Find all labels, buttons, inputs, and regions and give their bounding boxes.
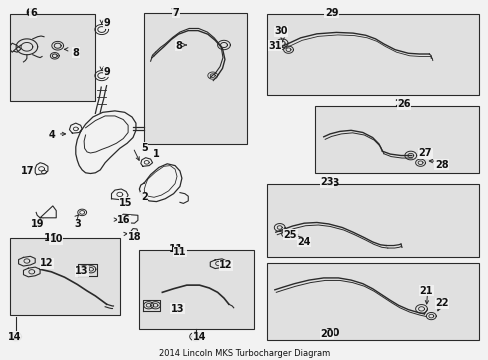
Text: 2: 2 bbox=[141, 192, 147, 202]
Text: 10: 10 bbox=[49, 234, 63, 244]
Text: 27: 27 bbox=[418, 148, 431, 158]
Text: 11: 11 bbox=[173, 247, 186, 257]
Text: 24: 24 bbox=[297, 237, 310, 247]
Text: 6: 6 bbox=[26, 8, 33, 18]
Text: 31: 31 bbox=[268, 41, 282, 51]
Text: 7: 7 bbox=[172, 8, 179, 18]
Bar bbox=[139, 250, 254, 329]
Text: 29: 29 bbox=[324, 8, 338, 18]
Text: 13: 13 bbox=[170, 303, 184, 314]
Text: 5: 5 bbox=[141, 143, 147, 153]
Text: 8: 8 bbox=[72, 48, 79, 58]
Text: 15: 15 bbox=[119, 198, 133, 208]
Bar bbox=[10, 238, 120, 315]
Text: 11: 11 bbox=[168, 244, 183, 255]
Text: 22: 22 bbox=[434, 298, 448, 308]
Text: 14: 14 bbox=[8, 332, 21, 342]
Text: 4: 4 bbox=[49, 130, 56, 140]
Text: 20: 20 bbox=[319, 329, 333, 339]
Text: 12: 12 bbox=[219, 260, 232, 270]
Text: 21: 21 bbox=[419, 285, 432, 296]
Text: 20: 20 bbox=[325, 328, 339, 338]
Text: 14: 14 bbox=[192, 332, 206, 342]
Text: 13: 13 bbox=[75, 266, 89, 276]
Text: 30: 30 bbox=[274, 26, 287, 36]
Text: 28: 28 bbox=[434, 159, 447, 170]
Text: 17: 17 bbox=[20, 166, 34, 176]
Text: 26: 26 bbox=[393, 99, 407, 109]
Text: 23: 23 bbox=[319, 177, 333, 187]
Text: 6: 6 bbox=[30, 8, 37, 18]
Text: 25: 25 bbox=[283, 230, 297, 240]
Bar bbox=[266, 184, 478, 257]
Text: 1: 1 bbox=[152, 149, 159, 159]
Text: 23: 23 bbox=[325, 178, 339, 188]
Text: 19: 19 bbox=[31, 219, 45, 229]
Text: 7: 7 bbox=[169, 8, 177, 18]
Text: 9: 9 bbox=[103, 18, 110, 28]
Text: 29: 29 bbox=[325, 8, 339, 18]
Text: 18: 18 bbox=[127, 231, 141, 242]
Text: 2014 Lincoln MKS Turbocharger Diagram: 2014 Lincoln MKS Turbocharger Diagram bbox=[159, 349, 329, 358]
Text: 9: 9 bbox=[103, 67, 110, 77]
Text: 12: 12 bbox=[40, 258, 54, 268]
Text: 8: 8 bbox=[175, 41, 182, 51]
Text: 10: 10 bbox=[44, 233, 59, 243]
Bar bbox=[315, 106, 478, 173]
Text: 26: 26 bbox=[396, 99, 410, 109]
Bar bbox=[10, 14, 95, 101]
Bar bbox=[266, 14, 478, 95]
Text: 16: 16 bbox=[117, 215, 131, 225]
Bar bbox=[266, 263, 478, 340]
Bar bbox=[144, 13, 246, 144]
Text: 3: 3 bbox=[74, 219, 81, 229]
